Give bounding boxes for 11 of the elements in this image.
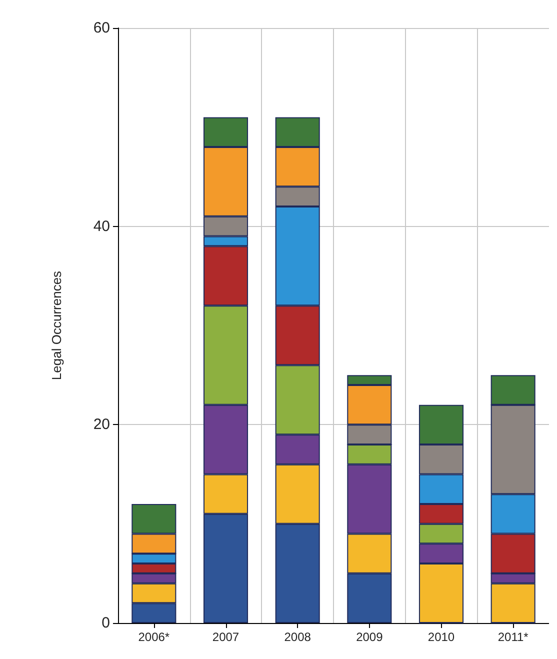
x-tick-label: 2009 [356, 630, 384, 644]
y-axis-title: Legal Occurrences [49, 270, 64, 380]
y-tick-label: 20 [93, 416, 110, 434]
y-tick-label: 60 [93, 20, 110, 36]
y-tick-label: 40 [93, 218, 110, 235]
x-tick-label: 2006* [138, 630, 170, 644]
y-tick-label: 0 [102, 614, 110, 632]
x-tick-label: 2007 [212, 630, 240, 644]
x-tick-label: 2008 [284, 630, 312, 644]
x-tick-label: 2011* [498, 630, 529, 644]
x-tick-label: 2010 [428, 630, 455, 644]
